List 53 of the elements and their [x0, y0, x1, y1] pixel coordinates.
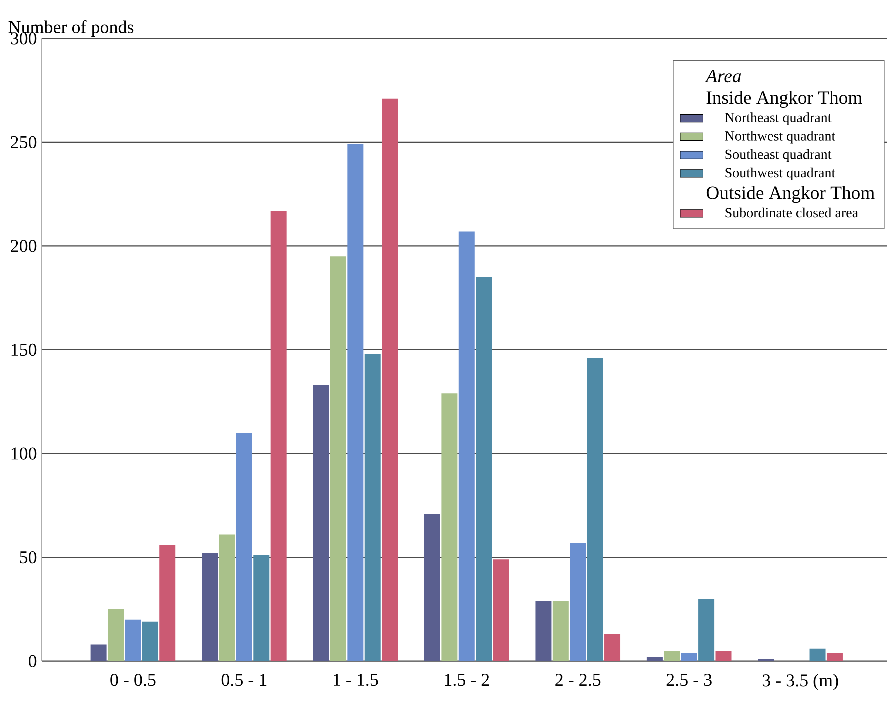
legend-label: Northwest quadrant: [725, 131, 836, 144]
x-tick-label: 3 - 3.5 (m): [762, 674, 838, 690]
bar: [219, 534, 236, 662]
bar: [646, 657, 663, 662]
bar: [142, 622, 158, 662]
x-tick-label: 1 - 1.5: [334, 674, 378, 686]
y-tick-label: 200: [11, 240, 37, 252]
bar: [698, 599, 715, 662]
legend-label: Northeast quadrant: [725, 112, 832, 126]
bar: [424, 514, 440, 662]
bar: [236, 433, 252, 662]
annotation: Outside Angkor Thom: [706, 186, 875, 204]
bar: [604, 634, 621, 662]
bar: [125, 620, 142, 662]
y-tick-label: 50: [20, 551, 37, 564]
legend-title: Area: [705, 70, 742, 83]
bar: [270, 210, 287, 662]
bar: [664, 650, 680, 662]
bar: [716, 650, 732, 662]
bar: [442, 394, 458, 662]
bar: [810, 648, 826, 662]
bar: [90, 644, 107, 662]
legend-label: Southwest quadrant: [726, 168, 836, 180]
x-tick-label: 2 - 2.5: [556, 674, 601, 686]
y-tick-label: 0: [28, 655, 37, 668]
bar: [587, 358, 604, 662]
x-tick-label: 0.5 - 1: [222, 674, 267, 686]
legend-label: Subordinate closed area: [726, 208, 858, 218]
x-tick-label: 0 - 0.5: [110, 674, 156, 686]
y-tick-label: 150: [12, 344, 37, 356]
y-tick-label: 250: [11, 136, 37, 149]
bar: [476, 277, 492, 662]
bar: [552, 601, 569, 662]
bar: [254, 555, 270, 662]
bar: [330, 256, 346, 662]
bar: [108, 609, 124, 662]
bar: [493, 560, 510, 662]
bar: [364, 354, 381, 662]
bar: [313, 385, 330, 662]
bar: [202, 553, 218, 662]
bar: [570, 543, 586, 662]
bar: [826, 653, 843, 662]
bar: [681, 653, 698, 662]
bar: [348, 144, 364, 662]
legend-label: Southeast quadrant: [726, 149, 832, 162]
x-tick-label: 1.5 - 2: [445, 674, 490, 686]
y-tick-label: 100: [12, 448, 37, 460]
bar: [536, 601, 552, 662]
bar: [382, 98, 398, 662]
annotation: Inside Angkor Thom: [706, 91, 862, 108]
bar: [160, 545, 176, 662]
bar: [458, 232, 475, 662]
x-tick-label: 2.5 - 3: [666, 674, 712, 686]
